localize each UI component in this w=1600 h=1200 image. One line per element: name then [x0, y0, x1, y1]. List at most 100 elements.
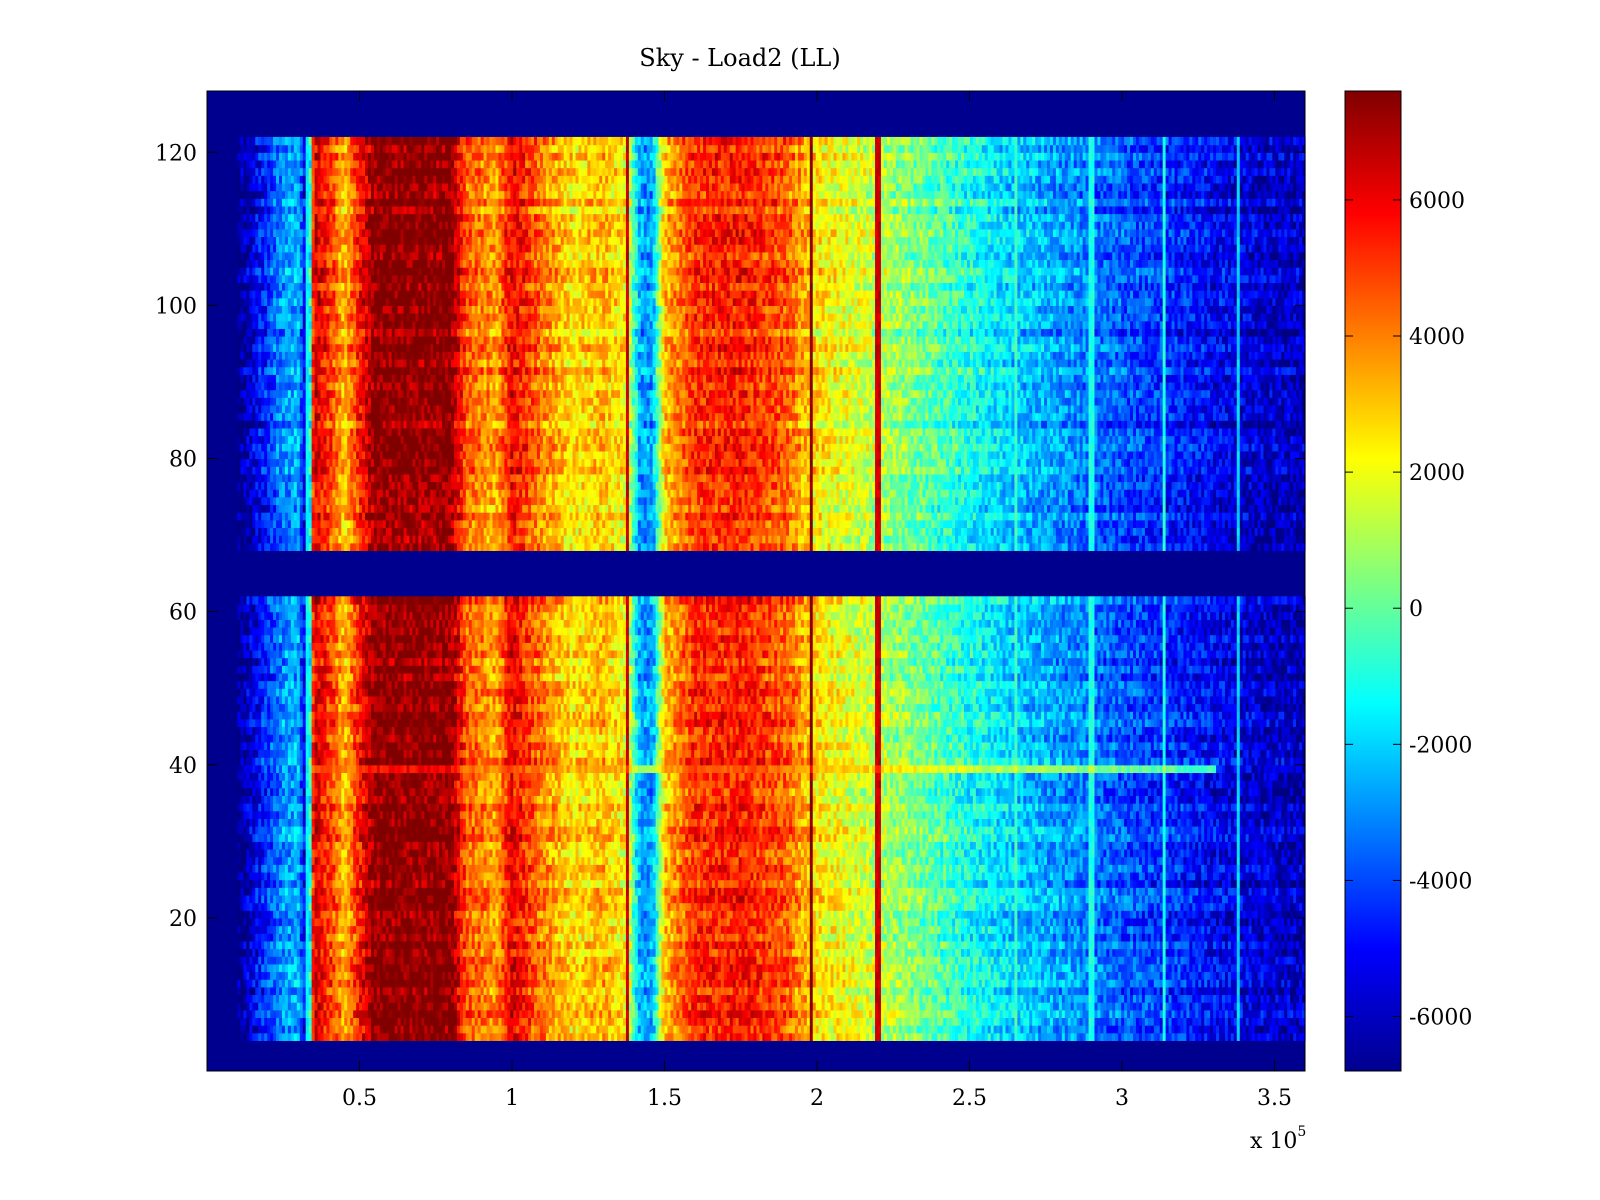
heatmap-cell: [1186, 1025, 1190, 1034]
heatmap-cell: [1260, 994, 1265, 1003]
heatmap-cell: [1055, 1002, 1060, 1011]
heatmap-cell: [240, 994, 245, 1003]
heatmap-cell: [1239, 1002, 1244, 1011]
heatmap-cell: [792, 1002, 796, 1011]
heatmap-cell: [1251, 1025, 1256, 1034]
heatmap-cell: [1067, 1009, 1072, 1019]
heatmap-cell: [445, 986, 449, 996]
heatmap-cell: [255, 1002, 259, 1011]
heatmap-cell: [569, 994, 574, 1003]
heatmap-cell: [252, 1032, 256, 1041]
heatmap-cell: [631, 1009, 636, 1019]
heatmap-cell: [341, 1032, 345, 1041]
heatmap-cell: [1248, 994, 1253, 1003]
heatmap-cell: [670, 1032, 674, 1041]
heatmap-cell: [963, 1025, 968, 1034]
heatmap-cell: [421, 1025, 425, 1034]
heatmap-cell: [359, 1017, 363, 1026]
heatmap-cell: [794, 1009, 799, 1019]
heatmap-cell: [1118, 1009, 1122, 1019]
heatmap-cell: [563, 986, 568, 996]
heatmap-cell: [649, 1025, 654, 1034]
heatmap-cell: [489, 1002, 494, 1011]
heatmap-cell: [1097, 1032, 1101, 1041]
heatmap-cell: [575, 1032, 580, 1041]
heatmap-cell: [815, 1017, 820, 1026]
heatmap-cell: [625, 1002, 630, 1011]
heatmap-cell: [780, 1025, 784, 1034]
heatmap-cell: [643, 1017, 648, 1026]
heatmap-cell: [418, 1009, 422, 1019]
heatmap-cell: [353, 1009, 357, 1019]
heatmap-cell: [296, 1009, 301, 1019]
heatmap-cell: [703, 994, 707, 1003]
heatmap-cell: [833, 1025, 838, 1034]
heatmap-cell: [332, 1032, 336, 1041]
heatmap-cell: [468, 1025, 473, 1034]
heatmap-cell: [1135, 1009, 1140, 1019]
heatmap-cell: [1124, 1002, 1128, 1011]
heatmap-cell: [889, 994, 894, 1003]
heatmap-cell: [516, 986, 520, 996]
heatmap-cell: [400, 1002, 405, 1011]
heatmap-cell: [966, 1017, 971, 1026]
heatmap-cell: [302, 1002, 307, 1011]
heatmap-cell: [459, 986, 464, 996]
heatmap-cell: [1115, 1009, 1119, 1019]
heatmap-cell: [667, 1025, 672, 1034]
heatmap-cell: [317, 1002, 322, 1011]
heatmap-cell: [738, 1025, 743, 1034]
heatmap-cell: [952, 1032, 956, 1041]
heatmap-cell: [622, 1032, 627, 1041]
heatmap-cell: [851, 1032, 855, 1041]
heatmap-cell: [1038, 1009, 1042, 1019]
heatmap-cell: [1156, 1032, 1161, 1041]
heatmap-cell: [765, 994, 769, 1003]
heatmap-cell: [658, 994, 663, 1003]
heatmap-cell: [504, 986, 508, 996]
heatmap-cell: [963, 1009, 968, 1019]
heatmap-cell: [1109, 1017, 1113, 1026]
heatmap-cell: [958, 1032, 962, 1041]
heatmap-cell: [590, 1025, 594, 1034]
heatmap-cell: [875, 994, 879, 1003]
heatmap-cell: [276, 1009, 280, 1019]
heatmap-cell: [969, 1002, 974, 1011]
heatmap-cell: [362, 1032, 366, 1041]
heatmap-cell: [418, 1032, 422, 1041]
heatmap-cell: [1055, 1032, 1060, 1041]
heatmap-cell: [287, 994, 292, 1003]
heatmap-cell: [480, 1025, 485, 1034]
heatmap-cell: [471, 1032, 476, 1041]
heatmap-cell: [688, 1002, 692, 1011]
heatmap-cell: [1064, 1002, 1069, 1011]
heatmap-cell: [886, 1002, 891, 1011]
heatmap-cell: [836, 1017, 841, 1026]
heatmap-cell: [883, 994, 888, 1003]
heatmap-cell: [320, 986, 325, 996]
heatmap-cell: [1198, 1009, 1202, 1019]
heatmap-cell: [510, 1032, 514, 1041]
heatmap-cell: [439, 1009, 443, 1019]
heatmap-cell: [768, 1017, 772, 1026]
heatmap-cell: [614, 994, 618, 1003]
heatmap-cell: [892, 994, 897, 1003]
heatmap-cell: [1221, 994, 1226, 1003]
heatmap-cell: [557, 1009, 562, 1019]
heatmap-cell: [1216, 1017, 1220, 1026]
heatmap-cell: [969, 1009, 974, 1019]
heatmap-cell: [863, 1009, 867, 1019]
heatmap-cell: [305, 1009, 310, 1019]
heatmap-cell: [1005, 994, 1010, 1003]
heatmap-cell: [892, 1017, 897, 1026]
heatmap-cell: [293, 986, 298, 996]
heatmap-cell: [1002, 1009, 1007, 1019]
heatmap-cell: [599, 986, 603, 996]
heatmap-cell: [590, 986, 594, 996]
heatmap-cell: [605, 1009, 609, 1019]
heatmap-cell: [542, 986, 547, 996]
heatmap-cell: [531, 1017, 535, 1026]
heatmap-cell: [326, 1017, 331, 1026]
heatmap-cell: [314, 1032, 319, 1041]
heatmap-cell: [273, 1017, 277, 1026]
